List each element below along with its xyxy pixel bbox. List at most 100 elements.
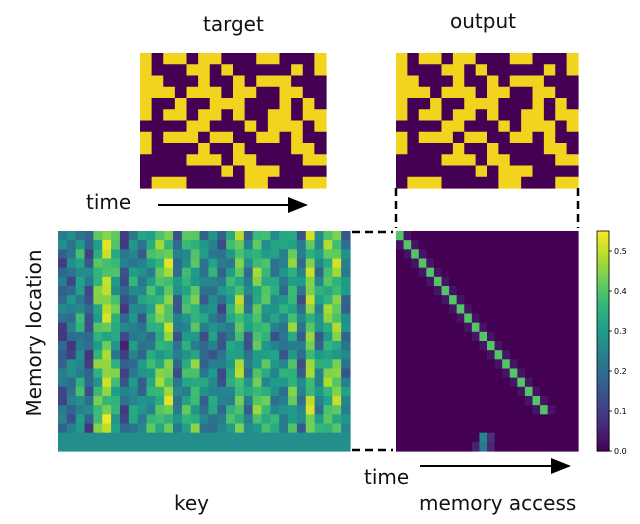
memory-access-cell — [449, 396, 458, 406]
key-cell — [146, 368, 156, 379]
pattern-cell — [140, 165, 153, 178]
key-cell — [181, 405, 192, 415]
key-cell — [279, 331, 289, 342]
memory-access-cell — [570, 368, 579, 379]
memory-access-cell — [487, 249, 496, 260]
key-cell — [261, 405, 271, 415]
pattern-cell — [487, 165, 499, 178]
key-cell — [288, 276, 298, 287]
key-cell — [243, 267, 254, 278]
key-cell — [137, 423, 148, 434]
pattern-cell — [140, 109, 153, 122]
memory-access-cell — [494, 350, 503, 360]
memory-access-cell — [555, 249, 564, 260]
pattern-cell — [291, 131, 304, 144]
key-cell — [75, 414, 86, 425]
key-cell — [111, 249, 121, 260]
pattern-cell — [279, 109, 292, 122]
key-cell — [199, 231, 210, 241]
key-cell — [270, 368, 280, 379]
memory-access-cell — [540, 396, 549, 406]
memory-access-cell — [547, 331, 556, 342]
key-cell — [270, 240, 280, 250]
key-cell — [217, 368, 227, 379]
key-cell — [84, 286, 94, 296]
key-cell — [102, 304, 112, 315]
memory-access-cell — [494, 359, 503, 370]
key-cell — [217, 377, 227, 388]
memory-access-cell — [540, 249, 549, 260]
pattern-cell — [475, 75, 488, 88]
pattern-cell — [441, 98, 454, 110]
memory-access-cell — [456, 377, 465, 388]
key-cell — [288, 350, 298, 360]
colorbar-segment — [597, 300, 610, 305]
memory-access-cell — [555, 295, 564, 305]
key-cell — [164, 276, 174, 287]
key-cell — [128, 331, 139, 342]
key-cell — [173, 295, 183, 305]
key-cell — [190, 414, 201, 425]
key-cell — [332, 258, 342, 269]
memory-access-cell — [487, 276, 496, 287]
memory-access-cell — [555, 322, 564, 333]
memory-access-cell — [570, 313, 579, 324]
key-cell — [75, 441, 86, 452]
memory-access-cell — [570, 240, 579, 250]
memory-access-cell — [494, 249, 503, 260]
memory-access-cell — [502, 441, 511, 452]
key-cell — [102, 441, 112, 452]
memory-access-cell — [456, 258, 465, 269]
memory-access-cell — [479, 286, 488, 296]
key-cell — [137, 368, 148, 379]
pattern-cell — [209, 53, 222, 65]
memory-access-cell — [547, 396, 556, 406]
memory-access-cell — [433, 377, 443, 388]
pattern-cell — [487, 53, 499, 65]
pattern-cell — [441, 64, 454, 77]
pattern-cell — [543, 109, 556, 122]
pattern-cell — [555, 154, 568, 167]
key-cell — [75, 350, 86, 360]
key-cell — [146, 249, 156, 260]
pattern-cell — [396, 154, 408, 167]
memory-access-cell — [418, 377, 427, 388]
pattern-cell — [509, 53, 522, 65]
pattern-cell — [209, 176, 222, 189]
memory-access-cell — [464, 249, 473, 260]
key-cell — [288, 432, 298, 443]
key-cell — [137, 377, 148, 388]
memory-access-cell — [456, 414, 465, 425]
pattern-cell — [555, 109, 568, 122]
memory-access-cell — [471, 368, 481, 379]
pattern-cell — [140, 176, 153, 189]
key-cell — [128, 295, 139, 305]
pattern-cell — [267, 120, 281, 133]
memory-access-cell — [464, 441, 473, 452]
memory-access-cell — [441, 359, 450, 370]
key-cell — [252, 414, 263, 425]
key-cell — [341, 295, 351, 305]
pattern-cell — [244, 53, 257, 65]
memory-access-cell — [555, 405, 564, 415]
key-cell — [155, 276, 165, 287]
colorbar-segment — [597, 366, 610, 371]
pattern-cell — [464, 53, 477, 65]
key-cell — [66, 441, 77, 452]
pattern-cell — [221, 120, 234, 133]
pattern-cell — [430, 98, 443, 110]
pattern-cell — [487, 143, 499, 155]
pattern-cell — [209, 131, 222, 144]
key-cell — [270, 441, 280, 452]
memory-access-cell — [456, 368, 465, 379]
key-cell — [102, 405, 112, 415]
memory-access-cell — [502, 368, 511, 379]
memory-access-cell — [502, 386, 511, 397]
key-cell — [146, 304, 156, 315]
pattern-cell — [186, 64, 199, 77]
memory-access-cell — [479, 396, 488, 406]
key-cell — [305, 313, 316, 324]
key-cell — [279, 441, 289, 452]
key-cell — [173, 322, 183, 333]
key-cell — [226, 441, 236, 452]
